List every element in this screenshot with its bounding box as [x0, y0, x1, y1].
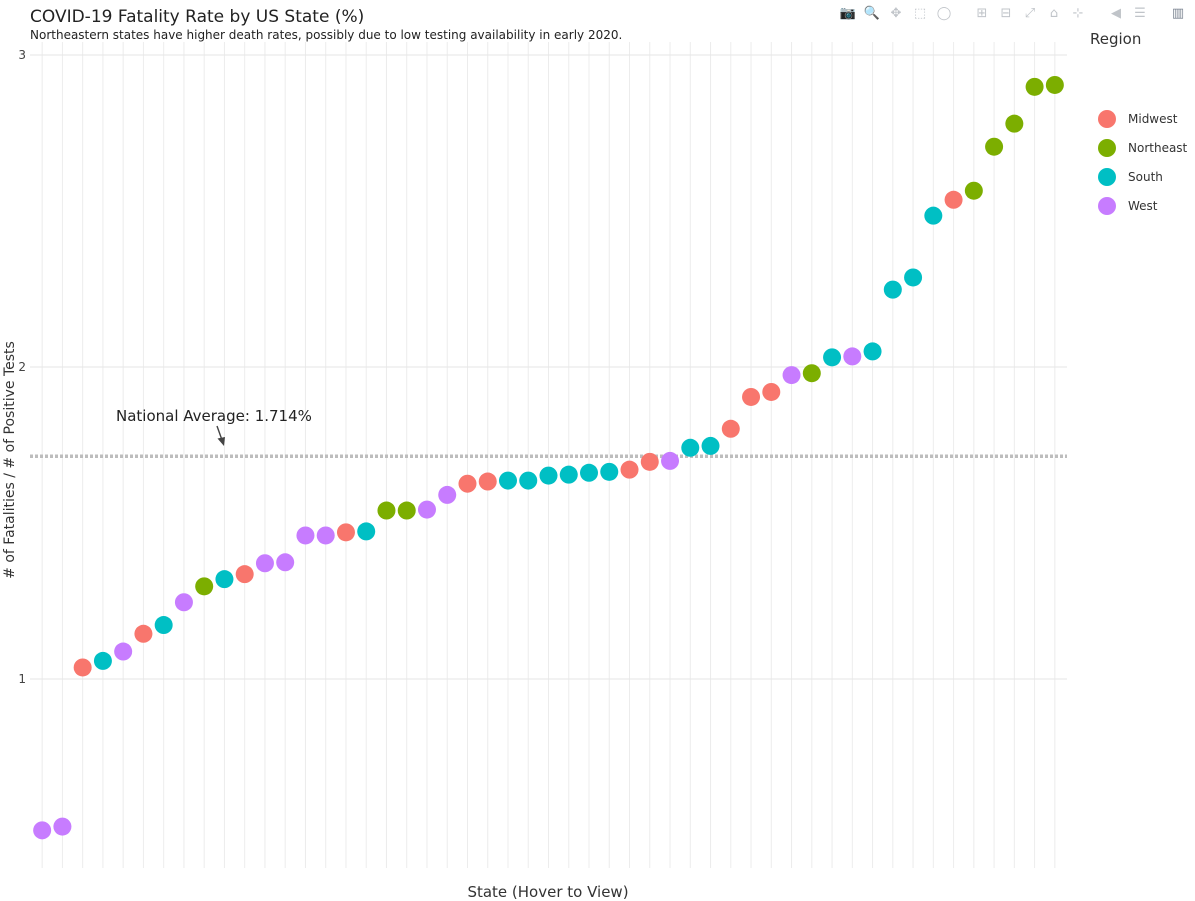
data-point-northeast[interactable] — [397, 501, 416, 520]
legend-marker-icon — [1098, 139, 1116, 157]
y-tick-label: 1 — [18, 672, 26, 686]
legend-item-northeast[interactable]: Northeast — [1098, 138, 1187, 158]
hover-closest-icon[interactable]: ◀ — [1111, 6, 1121, 21]
legend-label: Midwest — [1128, 112, 1178, 126]
legend-marker-icon — [1098, 197, 1116, 215]
data-point-south[interactable] — [924, 206, 943, 225]
data-point-northeast[interactable] — [1045, 75, 1064, 94]
x-axis-label: State (Hover to View) — [467, 883, 629, 901]
y-axis-ticks: 1 2 3 — [18, 48, 26, 686]
data-points[interactable] — [33, 75, 1064, 840]
data-point-northeast[interactable] — [964, 181, 983, 200]
data-point-northeast[interactable] — [1005, 114, 1024, 133]
data-point-northeast[interactable] — [377, 501, 396, 520]
data-point-south[interactable] — [580, 463, 599, 482]
data-point-midwest[interactable] — [235, 565, 254, 584]
data-point-west[interactable] — [114, 642, 133, 661]
national-average-annotation: National Average: 1.714% — [116, 407, 312, 446]
hover-compare-icon[interactable]: ☰ — [1134, 6, 1146, 21]
data-point-midwest[interactable] — [134, 624, 153, 643]
data-point-south[interactable] — [93, 651, 112, 670]
data-point-south[interactable] — [154, 616, 173, 635]
data-point-west[interactable] — [53, 817, 72, 836]
data-point-west[interactable] — [661, 451, 680, 470]
data-point-south[interactable] — [681, 438, 700, 457]
data-point-northeast[interactable] — [195, 577, 214, 596]
data-point-northeast[interactable] — [802, 364, 821, 383]
chart-subtitle: Northeastern states have higher death ra… — [30, 28, 623, 42]
data-point-west[interactable] — [296, 526, 315, 545]
data-point-midwest[interactable] — [742, 387, 761, 406]
data-point-midwest[interactable] — [620, 460, 639, 479]
legend-label: West — [1128, 199, 1158, 213]
legend-marker-icon — [1098, 110, 1116, 128]
data-point-midwest[interactable] — [721, 419, 740, 438]
spike-lines-icon[interactable]: ⊹ — [1072, 6, 1084, 21]
plotly-logo-icon[interactable]: ▥ — [1171, 6, 1185, 21]
zoom-out-icon[interactable]: ⊟ — [1000, 6, 1012, 21]
data-point-west[interactable] — [438, 485, 457, 504]
legend-item-south[interactable]: South — [1098, 167, 1163, 187]
data-point-west[interactable] — [417, 500, 436, 519]
pan-icon[interactable]: ✥ — [890, 6, 902, 21]
y-axis-label: # of Fatalities / # of Positive Tests — [2, 341, 18, 579]
legend-label: Northeast — [1128, 141, 1188, 155]
data-point-south[interactable] — [883, 280, 902, 299]
data-point-west[interactable] — [276, 553, 295, 572]
data-point-midwest[interactable] — [478, 472, 497, 491]
data-point-midwest[interactable] — [640, 452, 659, 471]
data-point-south[interactable] — [519, 471, 538, 490]
data-point-south[interactable] — [863, 342, 882, 361]
data-point-midwest[interactable] — [944, 190, 963, 209]
annotation-arrowhead — [217, 437, 225, 446]
data-point-west[interactable] — [33, 821, 52, 840]
home-icon[interactable]: ⌂ — [1049, 6, 1059, 21]
legend-label: South — [1128, 170, 1163, 184]
box-select-icon[interactable]: ⬚ — [913, 6, 927, 21]
data-point-south[interactable] — [701, 436, 720, 455]
camera-icon[interactable]: 📷 — [839, 6, 857, 21]
data-point-south[interactable] — [215, 570, 234, 589]
data-point-west[interactable] — [174, 593, 193, 612]
y-tick-label: 2 — [18, 360, 26, 374]
legend-item-west[interactable]: West — [1098, 196, 1158, 216]
data-point-midwest[interactable] — [73, 658, 92, 677]
lasso-select-icon[interactable]: ◯ — [936, 6, 952, 21]
legend-title: Region — [1090, 30, 1142, 48]
chart-title: COVID-19 Fatality Rate by US State (%) — [30, 7, 365, 27]
data-point-northeast[interactable] — [985, 137, 1004, 156]
data-point-northeast[interactable] — [1025, 77, 1044, 96]
zoom-in-icon[interactable]: ⊞ — [976, 6, 988, 21]
data-point-west[interactable] — [782, 366, 801, 385]
data-point-south[interactable] — [357, 522, 376, 541]
data-point-midwest[interactable] — [762, 382, 781, 401]
annotation-arrow — [216, 425, 223, 441]
data-point-south[interactable] — [600, 462, 619, 481]
data-point-south[interactable] — [904, 268, 923, 287]
data-point-midwest[interactable] — [458, 474, 477, 493]
data-point-south[interactable] — [498, 471, 517, 490]
modebar-toolbar: 📷 🔍 ✥ ⬚ ◯ ⊞ ⊟ ⤢ ⌂ ⊹ ◀ ☰ ▥ — [839, 5, 1187, 23]
y-tick-label: 3 — [18, 48, 26, 62]
data-point-west[interactable] — [316, 526, 335, 545]
data-point-west[interactable] — [255, 554, 274, 573]
zoom-icon[interactable]: 🔍 — [863, 6, 881, 21]
data-point-south[interactable] — [539, 466, 558, 485]
legend-marker-icon — [1098, 168, 1116, 186]
autoscale-icon[interactable]: ⤢ — [1024, 6, 1036, 21]
legend-item-midwest[interactable]: Midwest — [1098, 109, 1177, 129]
data-point-south[interactable] — [823, 348, 842, 367]
national-average-label: National Average: 1.714% — [116, 407, 312, 425]
data-point-west[interactable] — [843, 347, 862, 366]
data-point-midwest[interactable] — [336, 523, 355, 542]
data-point-south[interactable] — [559, 465, 578, 484]
